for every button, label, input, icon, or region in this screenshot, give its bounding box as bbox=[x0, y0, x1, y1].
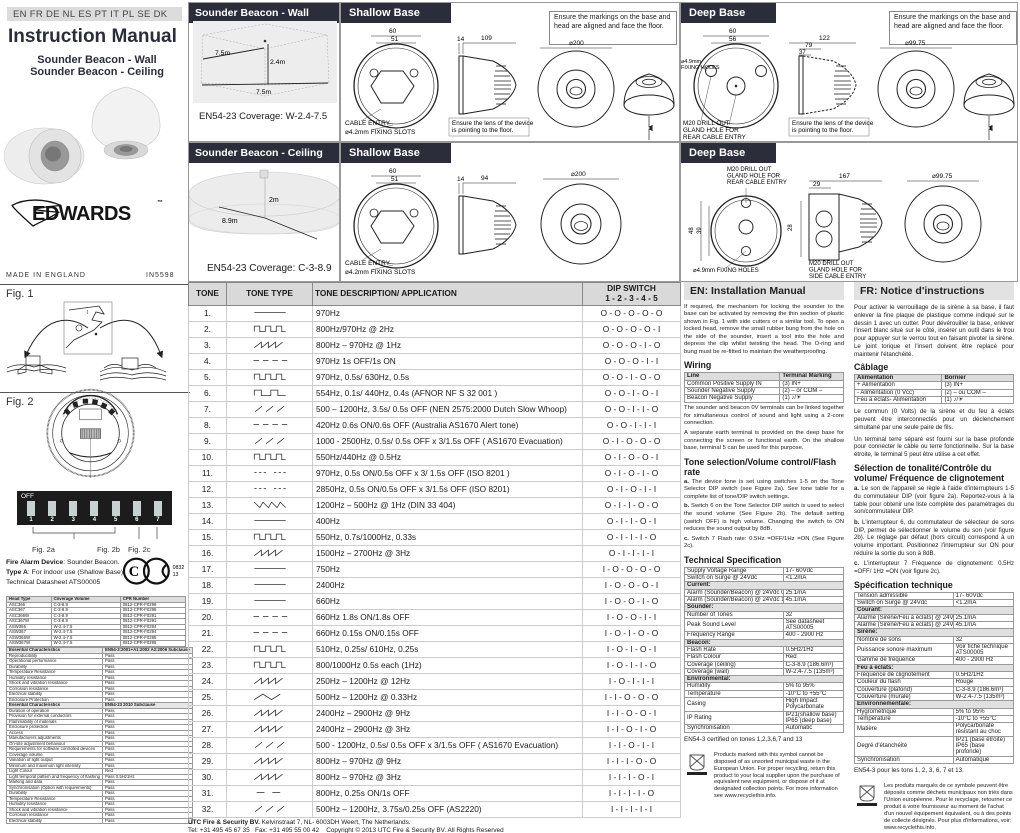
svg-text:REAR CABLE ENTRY: REAR CABLE ENTRY bbox=[727, 180, 787, 186]
svg-text:⌀4.2mm FIXING SLOTS: ⌀4.2mm FIXING SLOTS bbox=[345, 129, 416, 136]
svg-text:60: 60 bbox=[729, 28, 737, 35]
svg-text:™: ™ bbox=[157, 199, 163, 206]
svg-text:7.5m: 7.5m bbox=[215, 50, 230, 57]
svg-text:39: 39 bbox=[697, 227, 703, 234]
svg-text:Ensure the lens of the device: Ensure the lens of the device bbox=[452, 120, 534, 127]
svg-text:CABLE ENTRY: CABLE ENTRY bbox=[345, 120, 391, 127]
svg-text:Ensure the lens of the device: Ensure the lens of the device bbox=[792, 120, 874, 127]
svg-text:56: 56 bbox=[729, 36, 737, 43]
svg-text:28: 28 bbox=[788, 224, 794, 231]
svg-text:51: 51 bbox=[391, 176, 399, 183]
svg-text:0832: 0832 bbox=[173, 565, 185, 571]
svg-text:2.4m: 2.4m bbox=[270, 59, 285, 66]
svg-text:REAR CABLE ENTRY: REAR CABLE ENTRY bbox=[683, 134, 747, 141]
svg-text:EDWARDS: EDWARDS bbox=[32, 203, 131, 225]
svg-text:C: C bbox=[129, 564, 139, 580]
svg-text:is pointing to the floor.: is pointing to the floor. bbox=[452, 127, 514, 134]
svg-text:GLAND HOLE FOR: GLAND HOLE FOR bbox=[727, 174, 781, 180]
svg-text:7.5m: 7.5m bbox=[256, 89, 271, 96]
svg-text:⌀200: ⌀200 bbox=[571, 171, 586, 178]
svg-text:48: 48 bbox=[689, 227, 695, 234]
svg-text:60: 60 bbox=[389, 28, 397, 35]
svg-text:SIDE CABLE ENTRY: SIDE CABLE ENTRY bbox=[809, 274, 866, 280]
svg-text:79: 79 bbox=[805, 42, 813, 49]
svg-text:109: 109 bbox=[481, 35, 492, 42]
svg-text:GLAND HOLE FOR: GLAND HOLE FOR bbox=[809, 268, 863, 274]
svg-text:⌀99.75: ⌀99.75 bbox=[932, 173, 953, 180]
svg-text:⌀4.9mm FIXING HOLES: ⌀4.9mm FIXING HOLES bbox=[693, 268, 759, 274]
svg-text:⌀200: ⌀200 bbox=[569, 40, 584, 47]
svg-text:2m: 2m bbox=[269, 197, 279, 204]
svg-text:14: 14 bbox=[457, 36, 465, 43]
svg-text:167: 167 bbox=[839, 173, 850, 180]
svg-text:60: 60 bbox=[389, 168, 397, 175]
svg-text:⌀99.75: ⌀99.75 bbox=[905, 40, 926, 47]
svg-text:M20 DRILL OUT: M20 DRILL OUT bbox=[727, 167, 772, 173]
svg-text:122: 122 bbox=[819, 35, 830, 42]
svg-text:⌀4.2mm FIXING SLOTS: ⌀4.2mm FIXING SLOTS bbox=[345, 269, 416, 276]
svg-text:GLAND HOLE FOR: GLAND HOLE FOR bbox=[683, 127, 739, 134]
svg-text:29: 29 bbox=[813, 181, 821, 188]
svg-text:94: 94 bbox=[481, 175, 489, 182]
svg-text:8.9m: 8.9m bbox=[222, 218, 238, 225]
svg-text:14: 14 bbox=[457, 176, 465, 183]
svg-text:M20 DRILL OUT: M20 DRILL OUT bbox=[809, 261, 854, 267]
svg-text:CABLE ENTRY: CABLE ENTRY bbox=[345, 260, 391, 267]
svg-text:13: 13 bbox=[173, 572, 179, 578]
svg-text:M20 DRILL OUT: M20 DRILL OUT bbox=[683, 120, 730, 127]
svg-text:51: 51 bbox=[391, 36, 399, 43]
svg-text:37: 37 bbox=[799, 50, 806, 56]
svg-text:is pointing to the floor.: is pointing to the floor. bbox=[792, 127, 854, 134]
